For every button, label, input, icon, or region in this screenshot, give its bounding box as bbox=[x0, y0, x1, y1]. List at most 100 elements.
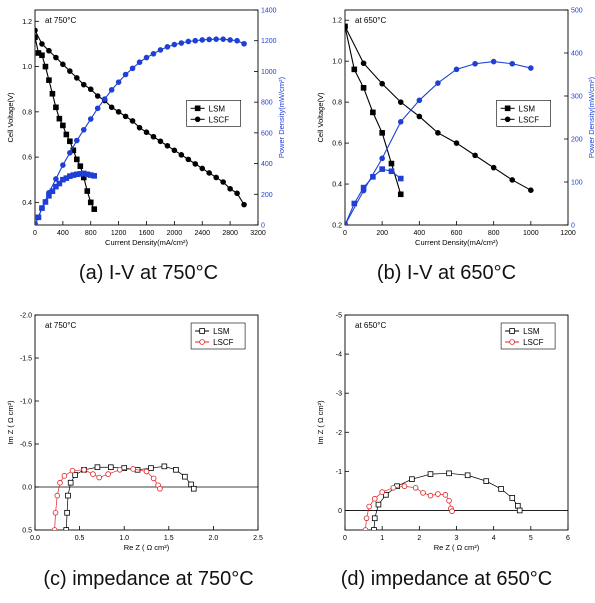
x-tick-label: 4 bbox=[492, 535, 496, 542]
data-point-lscf bbox=[449, 508, 455, 515]
series-line-lscf bbox=[54, 468, 161, 530]
data-point-lsm bbox=[63, 527, 70, 530]
y-tick-label: 0.4 bbox=[332, 182, 342, 189]
legend-marker bbox=[194, 116, 201, 123]
data-point-lscf bbox=[143, 54, 150, 61]
data-point-lscf bbox=[528, 65, 534, 71]
y2-tick-label: 500 bbox=[571, 8, 583, 15]
y-tick-label: 1.0 bbox=[332, 59, 342, 66]
data-point-lsm bbox=[409, 476, 415, 482]
data-point-lsm bbox=[53, 104, 59, 111]
y-tick-label: 0.6 bbox=[22, 155, 32, 162]
data-point-lscf bbox=[435, 491, 441, 497]
data-point-lsm bbox=[375, 501, 382, 508]
legend-label: LSCF bbox=[213, 338, 234, 347]
data-point-lscf bbox=[490, 164, 497, 171]
legend-box bbox=[500, 322, 556, 350]
y-tick-label: 1.0 bbox=[22, 64, 32, 71]
y-tick-label: 0.6 bbox=[332, 141, 342, 148]
x-tick-label: 800 bbox=[85, 230, 97, 237]
legend-marker bbox=[509, 339, 515, 345]
data-point-lsm bbox=[446, 470, 452, 477]
data-point-lsm bbox=[397, 175, 404, 182]
chart-0: 0 400 800 1200 1600 2000 2400 2800 32000.40.60.8… bbox=[6, 8, 286, 248]
data-point-lscf bbox=[446, 497, 452, 504]
data-point-lscf bbox=[213, 36, 219, 42]
legend-label: LSM bbox=[519, 104, 536, 113]
data-point-lsm bbox=[84, 188, 91, 194]
data-point-lscf bbox=[74, 137, 80, 144]
legend-box bbox=[190, 322, 246, 350]
data-point-lscf bbox=[60, 162, 66, 168]
data-point-lscf bbox=[108, 87, 115, 93]
data-point-lsm bbox=[74, 156, 80, 163]
x-axis-label: Re Z ( Ω cm²) bbox=[124, 543, 170, 552]
data-point-lscf bbox=[241, 201, 247, 208]
y2-tick-label: 1000 bbox=[261, 69, 277, 76]
y2-tick-label: 400 bbox=[571, 51, 583, 58]
data-point-lsm bbox=[388, 168, 395, 175]
y-axis-label: Cell Voltage(V) bbox=[6, 92, 15, 143]
data-point-lscf bbox=[122, 113, 129, 120]
y-tick-label: -0.5 bbox=[20, 442, 32, 449]
data-point-lscf bbox=[213, 174, 219, 181]
data-point-lsm bbox=[427, 471, 434, 477]
data-point-lsm bbox=[72, 472, 78, 478]
data-point-lsm bbox=[397, 191, 404, 198]
data-point-lscf bbox=[371, 495, 378, 502]
data-point-lscf bbox=[435, 80, 441, 86]
chart-annotation: at 650°C bbox=[355, 321, 386, 330]
data-point-lscf bbox=[129, 118, 136, 124]
data-point-lsm bbox=[515, 502, 521, 509]
y-tick-label: 1.2 bbox=[332, 18, 342, 25]
x-tick-label: 2800 bbox=[222, 230, 238, 237]
data-point-lscf bbox=[227, 37, 233, 43]
legend-label: LSCF bbox=[523, 338, 544, 347]
legend-label: LSCF bbox=[209, 115, 230, 124]
data-point-lscf bbox=[105, 471, 111, 477]
y-tick-label: 0.5 bbox=[22, 528, 32, 535]
data-point-lscf bbox=[427, 492, 434, 499]
legend-marker bbox=[504, 116, 511, 123]
data-point-lsm bbox=[35, 34, 38, 40]
y2-tick-label: 0 bbox=[571, 223, 575, 230]
data-point-lsm bbox=[42, 63, 49, 70]
data-point-lscf bbox=[122, 71, 129, 78]
data-point-lsm bbox=[483, 478, 490, 484]
chart-annotation: at 750°C bbox=[45, 321, 76, 330]
data-point-lscf bbox=[53, 54, 59, 61]
y-tick-label: -1.0 bbox=[20, 399, 32, 406]
data-point-lsm bbox=[63, 131, 70, 138]
data-point-lscf bbox=[90, 471, 96, 477]
data-point-lscf bbox=[185, 38, 192, 45]
y-tick-label: -1 bbox=[336, 469, 342, 476]
data-point-lscf bbox=[53, 176, 59, 182]
x-tick-label: 0 bbox=[33, 230, 37, 237]
data-point-lscf bbox=[234, 37, 240, 44]
data-point-lscf bbox=[199, 165, 206, 172]
data-point-lsm bbox=[498, 486, 504, 492]
data-point-lscf bbox=[192, 37, 199, 44]
data-point-lsm bbox=[67, 138, 73, 145]
data-point-lscf bbox=[61, 473, 68, 479]
y-axis-label: Cell Voltage(V) bbox=[316, 92, 325, 143]
data-point-lsm bbox=[371, 527, 377, 530]
data-point-lsm bbox=[173, 466, 179, 473]
x-tick-label: 600 bbox=[451, 230, 463, 237]
data-point-lscf bbox=[420, 490, 426, 496]
data-point-lscf bbox=[206, 170, 213, 176]
y-tick-label: 1.2 bbox=[22, 19, 32, 26]
chart-2: 0.0 0.5 1.0 1.5 2.0 2.5-2.0-1.5-1.0-0.50.00.5… bbox=[6, 313, 263, 553]
data-point-lscf bbox=[35, 27, 38, 34]
data-point-lscf bbox=[390, 484, 397, 491]
data-point-lscf bbox=[39, 41, 45, 47]
data-point-lscf bbox=[46, 47, 52, 54]
x-tick-label: 3200 bbox=[250, 230, 266, 237]
y-tick-label: 0 bbox=[338, 508, 342, 515]
data-point-lscf bbox=[143, 468, 150, 475]
plot-frame bbox=[34, 314, 259, 531]
data-point-lscf bbox=[234, 190, 240, 197]
data-point-lsm bbox=[360, 85, 367, 91]
data-point-lscf bbox=[199, 37, 206, 43]
y-axis-label: Im Z ( Ω cm²) bbox=[6, 400, 15, 445]
